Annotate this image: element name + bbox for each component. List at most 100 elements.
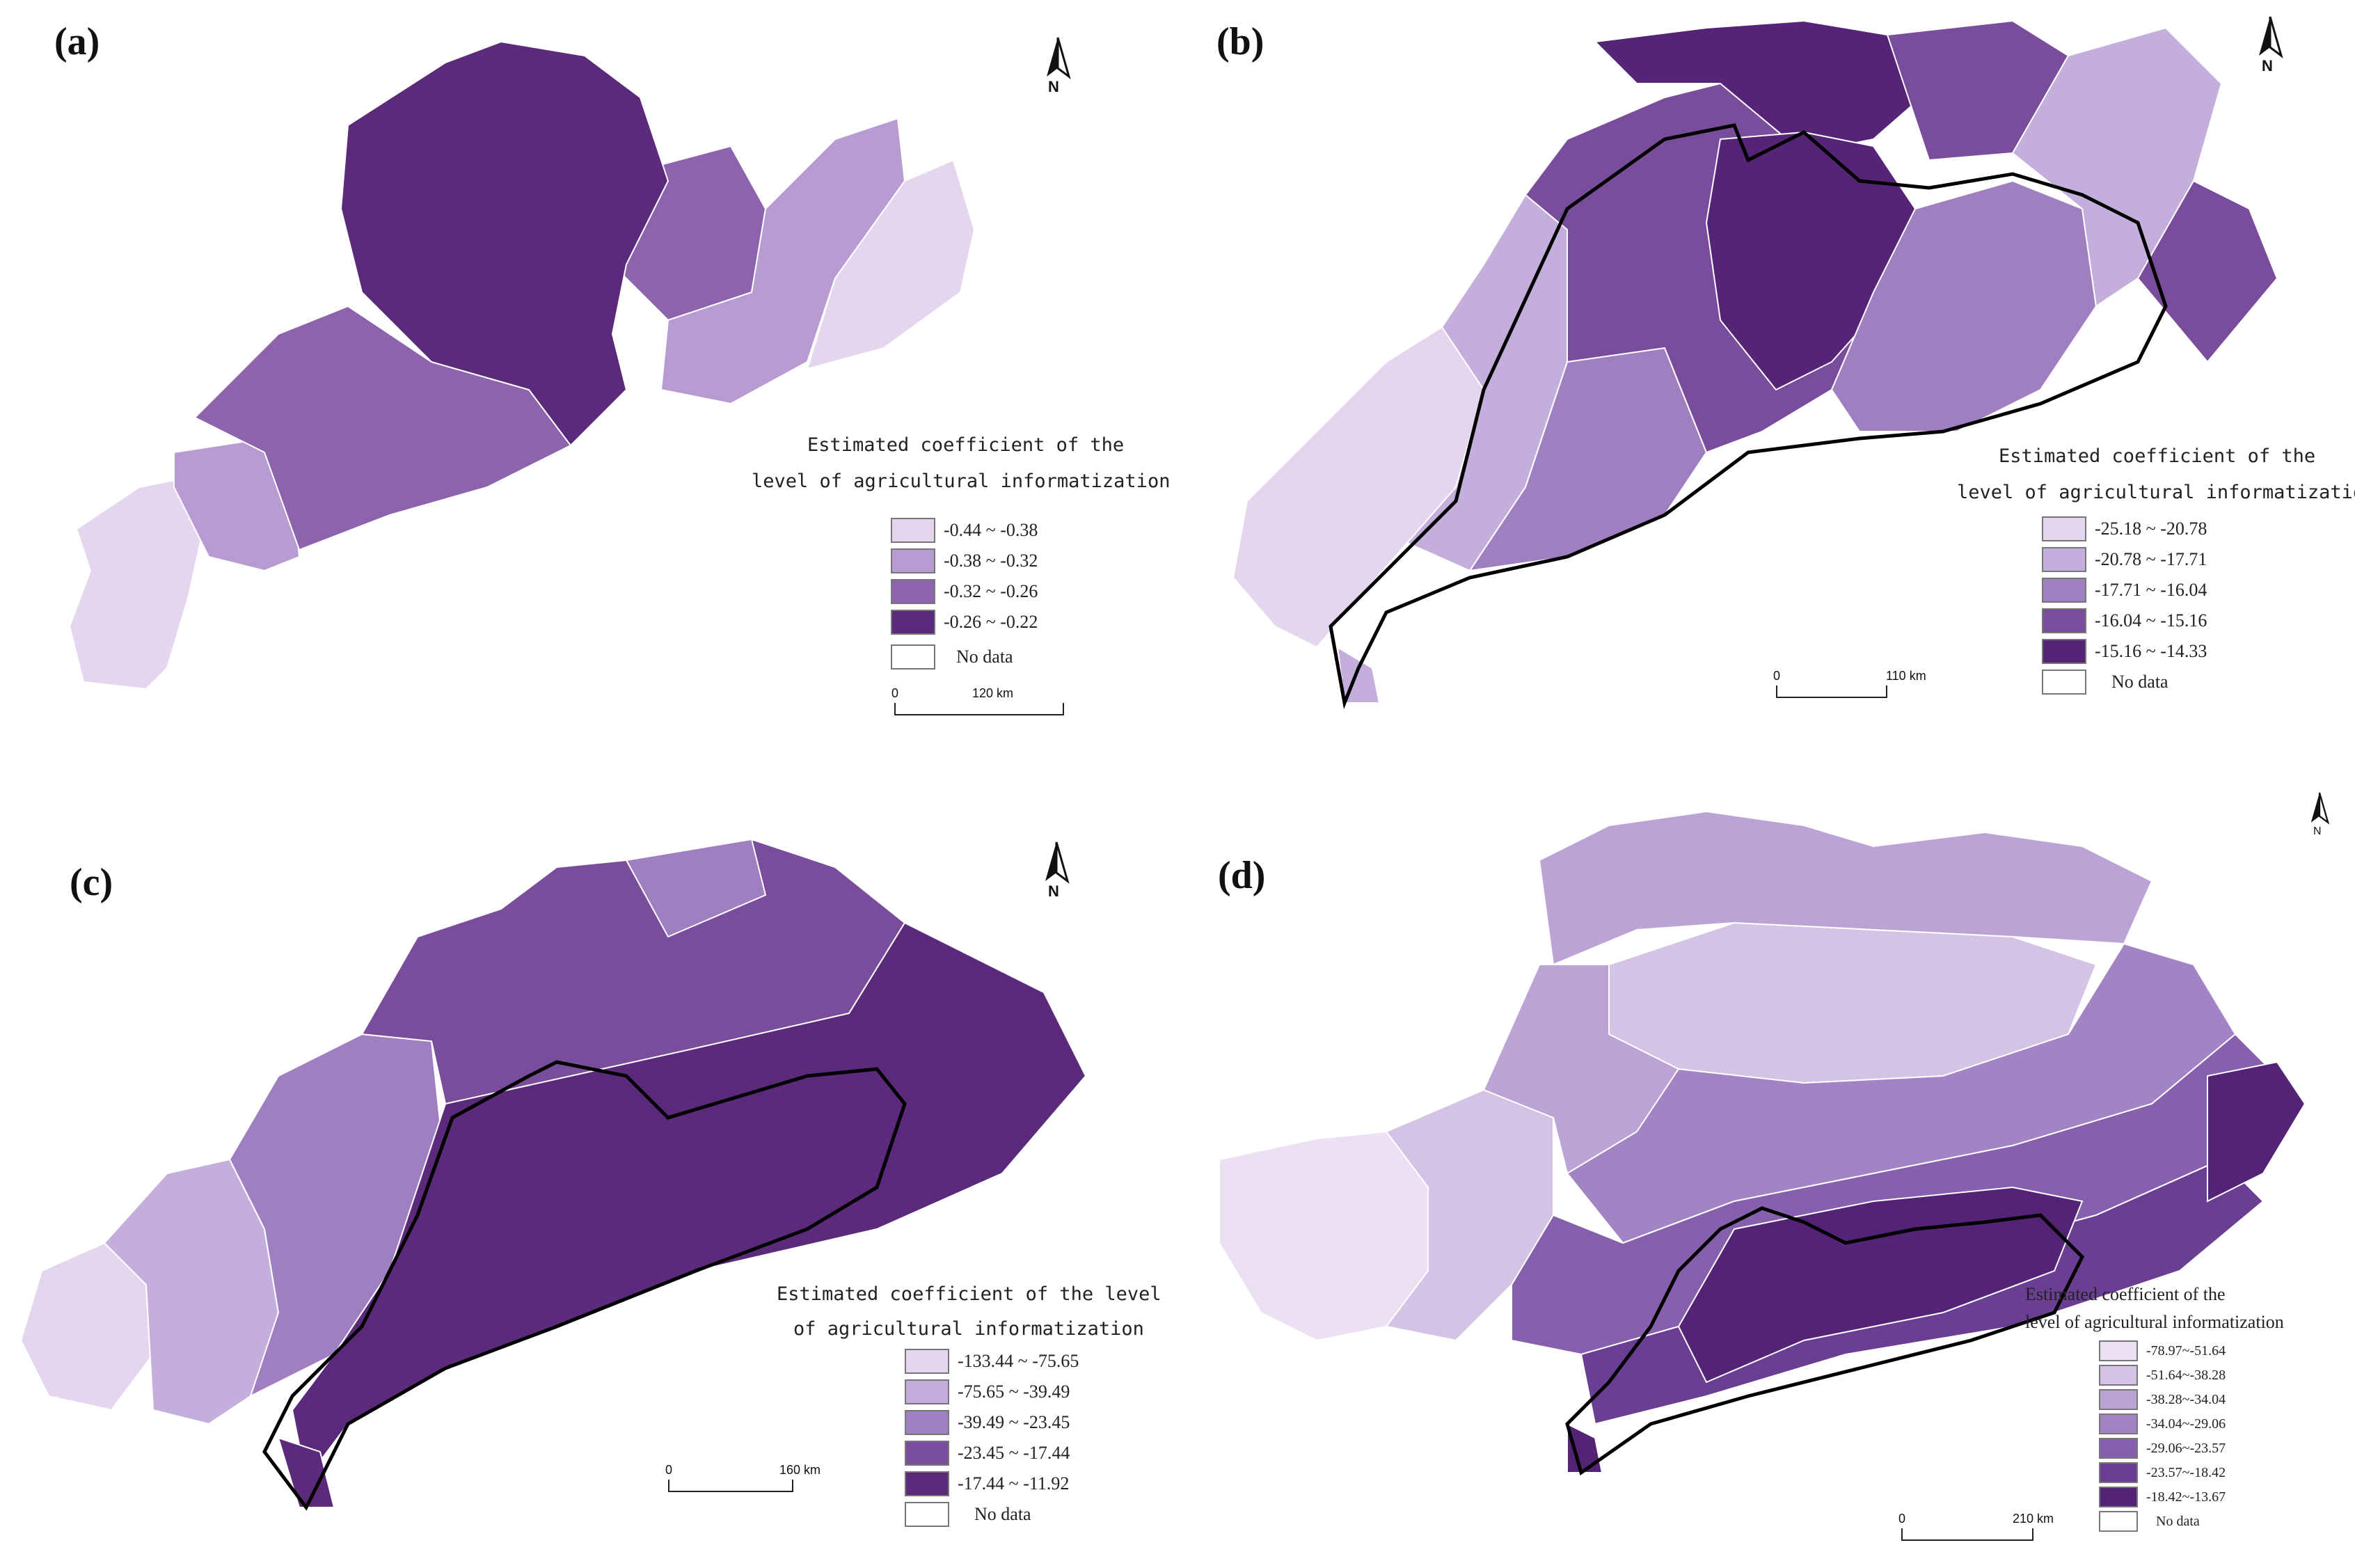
province-boundary: [1329, 123, 2168, 709]
panel-label: (c): [70, 861, 113, 904]
legend-swatch: [2042, 547, 2086, 572]
legend-row: -133.44 ~ -75.65: [905, 1349, 1161, 1374]
legend-title-line-2: level of agricultural informatization: [752, 470, 1171, 492]
choropleth-map: [1232, 19, 2278, 709]
legend-row: -17.71 ~ -16.04: [2042, 578, 2355, 603]
legend-swatch: [2042, 670, 2086, 695]
legend-row: -0.38 ~ -0.32: [891, 548, 1170, 573]
panel-label: (d): [1218, 854, 1266, 897]
legend-swatch: [905, 1349, 949, 1374]
scale-bar-line: [1901, 1528, 2033, 1541]
legend-row: -0.44 ~ -0.38: [891, 518, 1170, 543]
legend-row: -0.32 ~ -0.26: [891, 579, 1170, 604]
choropleth-map: [19, 838, 1087, 1511]
scale-start: 0: [1773, 669, 1781, 683]
legend-title-line-2: level of agricultural informatization: [1957, 482, 2355, 503]
legend-row: -23.57~-18.42: [2099, 1462, 2284, 1483]
legend-range: -16.04 ~ -15.16: [2095, 610, 2207, 631]
choropleth-map: [68, 40, 976, 690]
legend-range: -25.18 ~ -20.78: [2095, 518, 2207, 539]
legend-row-no-data: No data: [891, 644, 1170, 670]
legend-row: -51.64~-38.28: [2099, 1365, 2284, 1386]
north-arrow-icon: [2259, 16, 2283, 58]
legend-swatch: [2099, 1511, 2138, 1532]
legend-swatch: [891, 610, 935, 635]
legend-row: -23.45 ~ -17.44: [905, 1441, 1161, 1466]
legend-swatch: [905, 1502, 949, 1527]
legend-swatch: [905, 1441, 949, 1466]
legend: Estimated coefficient of the level of ag…: [2025, 1281, 2284, 1532]
legend-swatch: [2099, 1365, 2138, 1386]
north-label: N: [2313, 825, 2322, 837]
scale-end: 210 km: [2013, 1512, 2054, 1526]
scale-start: 0: [665, 1463, 673, 1477]
scale-bar-line: [894, 703, 1064, 715]
legend-row: -39.49 ~ -23.45: [905, 1410, 1161, 1435]
legend-range: -29.06~-23.57: [2146, 1440, 2226, 1456]
legend-row: -18.42~-13.67: [2099, 1487, 2284, 1507]
region-class-5-core: [291, 921, 1087, 1482]
north-arrow-icon: [1045, 841, 1070, 884]
legend-swatch: [2042, 516, 2086, 541]
legend-items: -78.97~-51.64 -51.64~-38.28 -38.28~-34.0…: [2099, 1340, 2284, 1532]
legend-swatch: [2099, 1389, 2138, 1410]
legend-items: -133.44 ~ -75.65 -75.65 ~ -39.49 -39.49 …: [905, 1349, 1161, 1527]
legend: Estimated coefficient of the level of ag…: [752, 427, 1170, 670]
legend-row: -34.04~-29.06: [2099, 1413, 2284, 1434]
legend-row-no-data: No data: [2042, 670, 2355, 695]
region-class-7-east: [2207, 1061, 2306, 1203]
region-class-3-north: [625, 838, 767, 938]
north-label: N: [1048, 882, 1059, 900]
legend-row: -25.18 ~ -20.78: [2042, 516, 2355, 541]
region-class-4-east: [2136, 180, 2278, 363]
legend-swatch: [2099, 1487, 2138, 1507]
region-class-7-core: [1677, 1186, 2084, 1384]
north-label: N: [1048, 78, 1059, 95]
legend-swatch: [891, 548, 935, 573]
legend-swatch: [905, 1410, 949, 1435]
legend-row: -29.06~-23.57: [2099, 1438, 2284, 1459]
legend-row: -38.28~-34.04: [2099, 1389, 2284, 1410]
panel-c: (c) N Estimated coefficient of the level…: [0, 784, 1178, 1568]
region-class-1-east: [806, 159, 976, 370]
legend-no-data: No data: [956, 647, 1013, 667]
scale-start: 0: [891, 686, 899, 700]
legend-title-line-1: Estimated coefficient of the: [2025, 1284, 2226, 1304]
region-class-3-east: [1830, 180, 2098, 432]
legend-no-data: No data: [2111, 672, 2168, 692]
panel-a: (a) N Estimated coefficient of the level…: [0, 0, 1178, 784]
legend-range: -0.26 ~ -0.22: [944, 612, 1038, 632]
legend-swatch: [2042, 639, 2086, 664]
legend-row: -78.97~-51.64: [2099, 1340, 2284, 1361]
legend: Estimated coefficient of the level of ag…: [1957, 438, 2355, 695]
north-label: N: [2262, 57, 2273, 74]
legend-items: -25.18 ~ -20.78 -20.78 ~ -17.71 -17.71 ~…: [2042, 516, 2355, 695]
scale-end: 110 km: [1886, 669, 1926, 683]
legend-title-line-2: level of agricultural informatization: [2025, 1312, 2284, 1332]
panel-b: (b) N Estimated coefficient of the level…: [1178, 0, 2355, 784]
legend-range: -75.65 ~ -39.49: [958, 1381, 1070, 1402]
legend-range: -38.28~-34.04: [2146, 1391, 2226, 1407]
scale-bar-line: [1776, 686, 1887, 698]
legend-row: -16.04 ~ -15.16: [2042, 608, 2355, 633]
choropleth-map: [1219, 810, 2306, 1476]
north-arrow-icon: [1047, 37, 1071, 79]
legend-range: -51.64~-38.28: [2146, 1367, 2226, 1383]
legend-swatch: [2099, 1413, 2138, 1434]
province-boundary: [1565, 1206, 2085, 1476]
legend-range: -17.71 ~ -16.04: [2095, 580, 2207, 600]
legend-range: -20.78 ~ -17.71: [2095, 549, 2207, 569]
panel-d: (d) N Estimated coefficient of the level…: [1178, 784, 2355, 1568]
legend-row-no-data: No data: [905, 1502, 1161, 1527]
scale-end: 120 km: [972, 686, 1014, 700]
legend-range: -0.32 ~ -0.26: [944, 581, 1038, 601]
legend-no-data: No data: [2156, 1513, 2200, 1529]
legend-title-line-1: Estimated coefficient of the: [807, 434, 1125, 456]
legend-swatch: [2099, 1438, 2138, 1459]
province-boundary: [262, 1060, 907, 1511]
legend-range: -17.44 ~ -11.92: [958, 1473, 1070, 1494]
scale-end: 160 km: [779, 1463, 821, 1477]
legend-items: -0.44 ~ -0.38 -0.38 ~ -0.32 -0.32 ~ -0.2…: [891, 518, 1170, 670]
region-class-1-west: [68, 479, 203, 690]
panel-label: (a): [54, 20, 100, 63]
